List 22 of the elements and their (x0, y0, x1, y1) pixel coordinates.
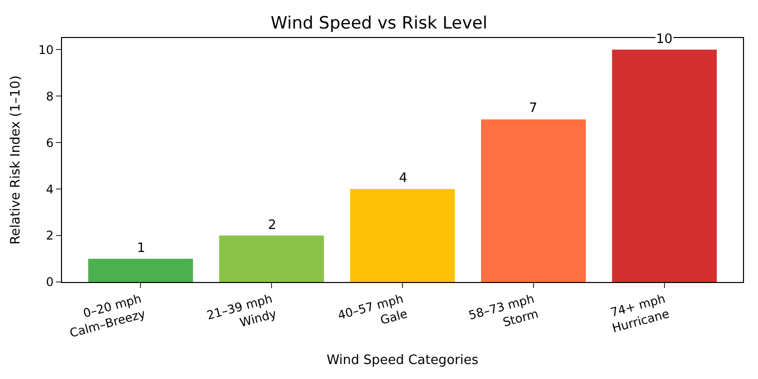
y-tick-label: 10 (38, 42, 54, 57)
data-label: 2 (268, 218, 276, 233)
y-tick-label: 0 (46, 275, 54, 290)
data-label: 1 (137, 241, 146, 256)
data-label: 10 (656, 32, 673, 47)
data-label: 4 (399, 171, 408, 186)
bar (88, 258, 193, 282)
bar (350, 189, 455, 282)
y-tick-label: 4 (46, 182, 54, 196)
x-tick-label: 21–39 mph Windy (205, 292, 278, 330)
bar (481, 119, 586, 282)
bar (612, 50, 717, 282)
data-label: 7 (529, 101, 538, 116)
chart-title: Wind Speed vs Risk Level (270, 14, 488, 34)
x-axis-title: Wind Speed Categories (326, 352, 479, 368)
bar (219, 236, 324, 282)
y-tick-label: 6 (46, 136, 54, 150)
y-tick-label: 8 (46, 89, 54, 104)
x-tick-label: 58–73 mph Storm (467, 292, 540, 330)
y-tick-label: 2 (46, 228, 54, 243)
y-axis-title: Relative Risk Index (1–10) (8, 75, 24, 245)
x-tick-label: 40–57 mph Gale (336, 292, 409, 328)
